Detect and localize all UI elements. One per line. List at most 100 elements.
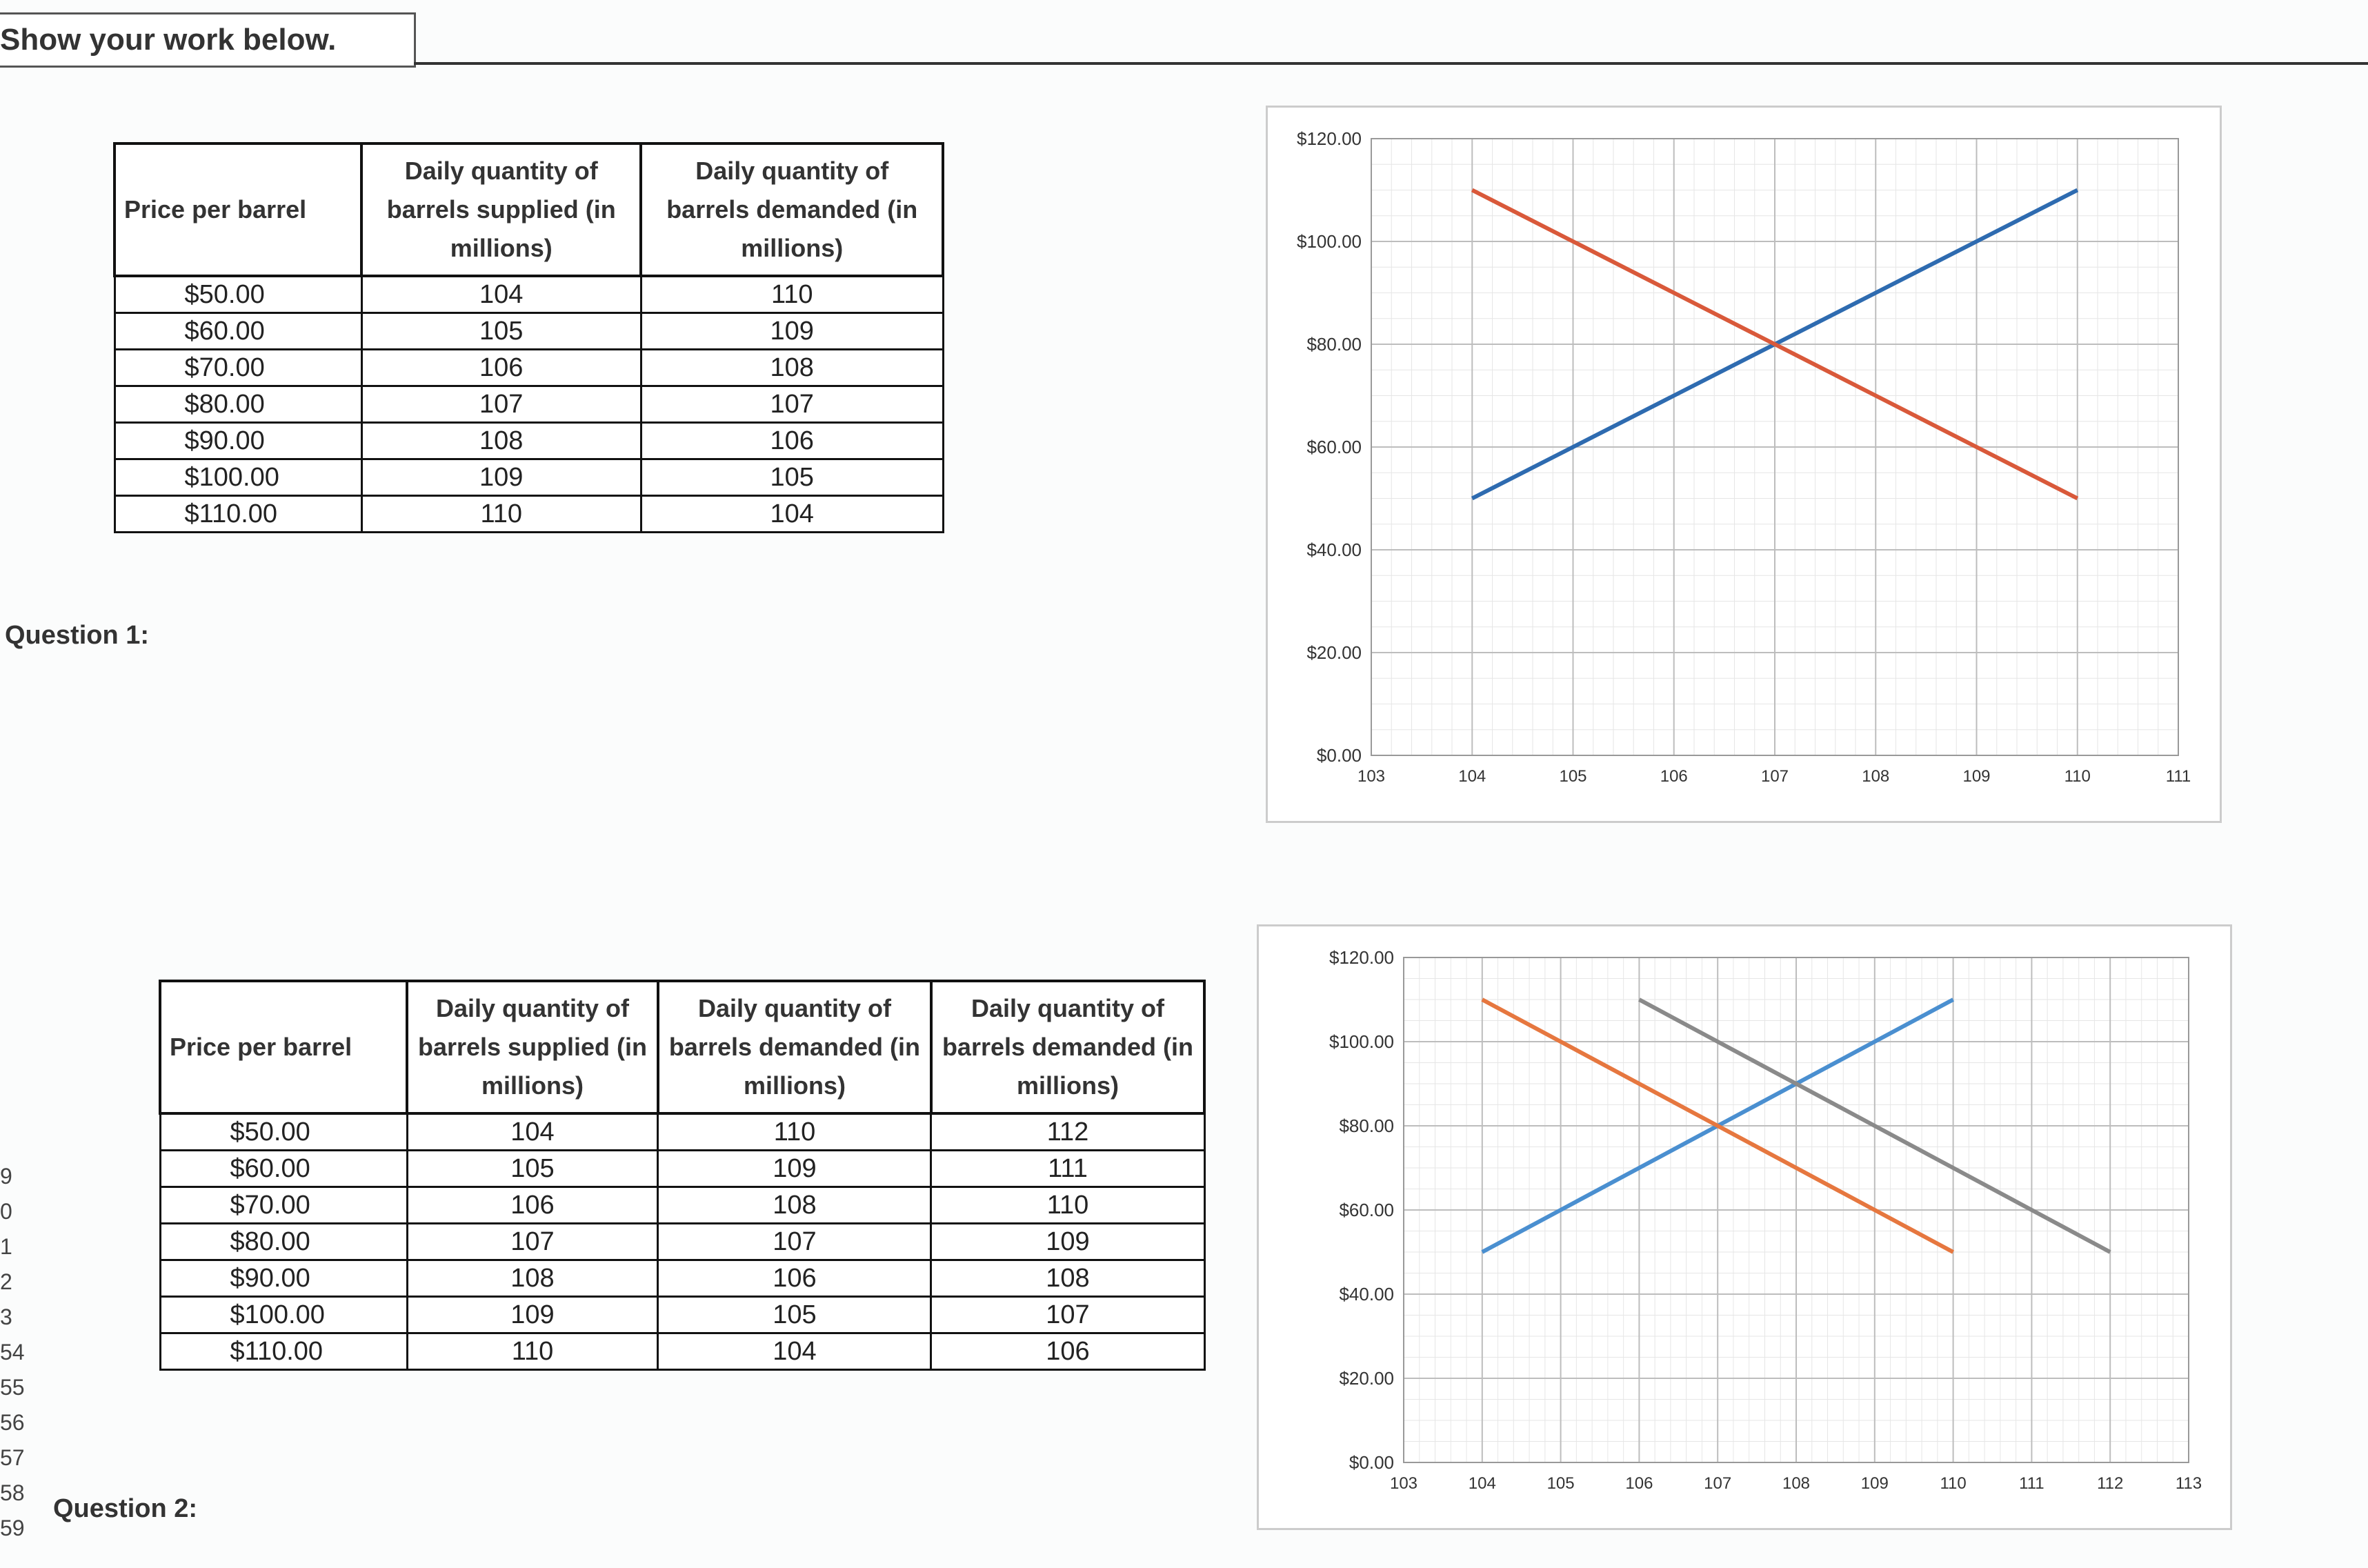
supply-demand-table-1: Price per barrel Daily quantity of barrel…	[113, 142, 944, 533]
quantity-cell[interactable]: 106	[639, 421, 944, 460]
quantity-cell[interactable]: 111	[930, 1149, 1206, 1188]
price-cell[interactable]: $60.00	[113, 312, 363, 350]
quantity-cell[interactable]: 109	[360, 458, 642, 497]
column-header: Daily quantity of barrels demanded (in m…	[929, 980, 1206, 1115]
quantity-cell[interactable]: 107	[639, 385, 944, 424]
quantity-cell[interactable]: 109	[930, 1222, 1206, 1261]
quantity-cell[interactable]: 105	[639, 458, 944, 497]
plot-area	[1371, 138, 2179, 756]
x-tick-label: 111	[2019, 1474, 2044, 1493]
price-cell[interactable]: $50.00	[113, 275, 363, 314]
price-cell[interactable]: $110.00	[159, 1332, 408, 1371]
quantity-cell[interactable]: 110	[657, 1112, 933, 1151]
quantity-cell[interactable]: 110	[930, 1186, 1206, 1224]
price-cell[interactable]: $80.00	[113, 385, 363, 424]
price-cell[interactable]: $100.00	[159, 1296, 408, 1334]
row-number[interactable]: 55	[0, 1375, 25, 1400]
series-line-3	[1638, 998, 2111, 1254]
x-tick-label: 110	[2064, 767, 2091, 786]
quantity-cell[interactable]: 106	[360, 348, 642, 387]
instruction-header: Show your work below.	[0, 12, 416, 68]
row-numbers: 9 0 1 2 3 54 55 56 57 58 59	[0, 1159, 25, 1546]
quantity-cell[interactable]: 106	[930, 1332, 1206, 1371]
table-row: $50.00 104 110 112	[159, 1112, 1206, 1151]
quantity-cell[interactable]: 107	[406, 1222, 659, 1261]
row-number[interactable]: 0	[0, 1199, 12, 1224]
quantity-cell[interactable]: 108	[930, 1259, 1206, 1298]
row-number[interactable]: 2	[0, 1269, 12, 1294]
y-tick-label: $40.00	[1339, 1284, 1394, 1304]
quantity-cell[interactable]: 107	[930, 1296, 1206, 1334]
column-header: Daily quantity of barrels demanded (in m…	[656, 980, 933, 1115]
y-tick-label: $0.00	[1349, 1452, 1394, 1473]
row-number[interactable]: 1	[0, 1234, 12, 1259]
supply-demand-table-2: Price per barrel Daily quantity of barrel…	[159, 980, 1206, 1371]
x-tick-label: 109	[1962, 767, 1990, 786]
quantity-cell[interactable]: 110	[639, 275, 944, 314]
y-tick-label: $60.00	[1339, 1200, 1394, 1220]
row-number[interactable]: 54	[0, 1340, 25, 1364]
quantity-cell[interactable]: 109	[657, 1149, 933, 1188]
column-header: Daily quantity of barrels demanded (in m…	[639, 142, 944, 277]
quantity-cell[interactable]: 104	[406, 1112, 659, 1151]
table-row: $70.00 106 108	[113, 348, 944, 387]
x-tick-label: 106	[1660, 767, 1688, 786]
price-cell[interactable]: $80.00	[159, 1222, 408, 1261]
quantity-cell[interactable]: 107	[657, 1222, 933, 1261]
table-row: $60.00 105 109 111	[159, 1149, 1206, 1188]
quantity-cell[interactable]: 104	[360, 275, 642, 314]
price-cell[interactable]: $70.00	[113, 348, 363, 387]
table-row: $70.00 106 108 110	[159, 1186, 1206, 1224]
quantity-cell[interactable]: 112	[930, 1112, 1206, 1151]
table-row: $90.00 108 106 108	[159, 1259, 1206, 1298]
x-tick-label: 104	[1458, 767, 1486, 786]
quantity-cell[interactable]: 105	[406, 1149, 659, 1188]
x-tick-label: 106	[1625, 1474, 1653, 1493]
price-cell[interactable]: $90.00	[159, 1259, 408, 1298]
quantity-cell[interactable]: 105	[657, 1296, 933, 1334]
row-number[interactable]: 57	[0, 1445, 25, 1470]
row-number[interactable]: 59	[0, 1516, 25, 1540]
price-cell[interactable]: $100.00	[113, 458, 363, 497]
quantity-cell[interactable]: 104	[639, 495, 944, 533]
x-tick-label: 107	[1704, 1474, 1731, 1493]
table-row: $110.00 110 104	[113, 495, 944, 533]
price-cell[interactable]: $110.00	[113, 495, 363, 533]
y-tick-label: $40.00	[1306, 539, 1362, 560]
table-row: $80.00 107 107	[113, 385, 944, 424]
price-cell[interactable]: $70.00	[159, 1186, 408, 1224]
y-tick-label: $0.00	[1317, 745, 1362, 766]
row-number[interactable]: 58	[0, 1480, 25, 1505]
row-number[interactable]: 56	[0, 1410, 25, 1435]
quantity-cell[interactable]: 108	[360, 421, 642, 460]
quantity-cell[interactable]: 106	[406, 1186, 659, 1224]
x-tick-label: 108	[1862, 767, 1889, 786]
quantity-cell[interactable]: 110	[406, 1332, 659, 1371]
chart-2: $0.00 $20.00 $40.00 $60.00 $80.00 $100.00 $120…	[1257, 924, 2232, 1530]
quantity-cell[interactable]: 107	[360, 385, 642, 424]
quantity-cell[interactable]: 108	[639, 348, 944, 387]
x-tick-label: 103	[1390, 1474, 1417, 1493]
y-tick-label: $120.00	[1329, 947, 1394, 968]
x-tick-label: 111	[2166, 767, 2191, 786]
price-cell[interactable]: $60.00	[159, 1149, 408, 1188]
quantity-cell[interactable]: 110	[360, 495, 642, 533]
quantity-cell[interactable]: 108	[406, 1259, 659, 1298]
quantity-cell[interactable]: 104	[657, 1332, 933, 1371]
question-1-label: Question 1:	[5, 621, 150, 650]
quantity-cell[interactable]: 106	[657, 1259, 933, 1298]
quantity-cell[interactable]: 109	[639, 312, 944, 350]
price-cell[interactable]: $90.00	[113, 421, 363, 460]
x-tick-label: 110	[1940, 1474, 1966, 1493]
row-number[interactable]: 3	[0, 1304, 12, 1329]
quantity-cell[interactable]: 105	[360, 312, 642, 350]
quantity-cell[interactable]: 109	[406, 1296, 659, 1334]
series-line-2	[1481, 998, 1955, 1254]
table-row: $90.00 108 106	[113, 421, 944, 460]
x-tick-label: 109	[1861, 1474, 1889, 1493]
row-number[interactable]: 9	[0, 1164, 12, 1189]
y-tick-label: $80.00	[1306, 334, 1362, 355]
price-cell[interactable]: $50.00	[159, 1112, 408, 1151]
table-row: $60.00 105 109	[113, 312, 944, 350]
quantity-cell[interactable]: 108	[657, 1186, 933, 1224]
